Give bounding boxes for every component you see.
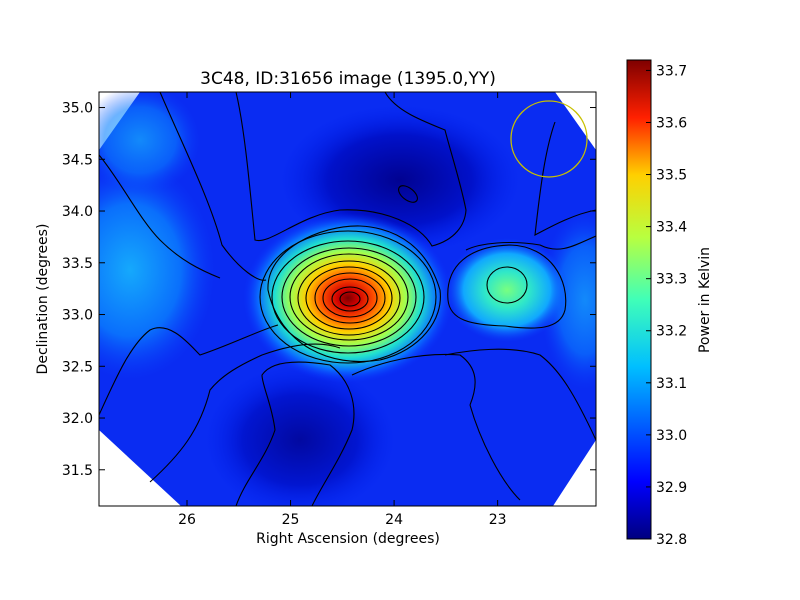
contour-main-3 — [281, 247, 417, 347]
x-tick-label: 25 — [282, 512, 300, 528]
colorbar-tick-label: 33.3 — [656, 272, 687, 288]
cyan-region-left — [99, 160, 215, 380]
y-tick-label: 32.5 — [62, 359, 93, 375]
contour-main-2 — [271, 240, 425, 354]
colorbar — [626, 59, 652, 540]
colorbar-tick-label: 33.0 — [656, 428, 687, 444]
cyan-region-right — [540, 210, 596, 390]
contour-beam-line — [534, 121, 596, 236]
contour-lines — [99, 92, 596, 506]
colorbar-tick-label: 33.7 — [656, 63, 687, 79]
y-tick-label: 34.0 — [62, 204, 93, 220]
secondary-source-glow — [445, 238, 569, 342]
colorbar-tick-label: 33.6 — [656, 115, 687, 131]
contour-left-lower — [99, 324, 279, 416]
y-tick-label: 34.5 — [62, 152, 93, 168]
contour-secondary-outer — [447, 244, 567, 329]
y-axis-ticks: 31.5 32.0 32.5 33.0 33.5 34.0 34.5 35.0 — [62, 101, 596, 479]
plot-frame — [98, 91, 597, 507]
beam-circle — [510, 100, 588, 178]
contour-main-7 — [314, 272, 386, 324]
colorbar-tick-label: 33.5 — [656, 168, 687, 184]
contour-main-4 — [289, 253, 409, 341]
contour-left-diag — [99, 154, 221, 279]
x-axis-ticks: 26 25 24 23 — [178, 92, 507, 528]
x-tick-label: 26 — [178, 512, 196, 528]
y-tick-label: 33.0 — [62, 308, 93, 324]
colorbar-tick-label: 32.9 — [656, 480, 687, 496]
contour-main-8 — [322, 278, 378, 318]
contour-main-10 — [339, 291, 361, 307]
contour-right-top — [465, 235, 596, 251]
colorbar-tick-label: 33.2 — [656, 324, 687, 340]
x-tick-label: 24 — [385, 512, 403, 528]
colorbar-tick-label: 32.8 — [656, 532, 687, 548]
contour-bottom-valley — [235, 361, 355, 506]
colorbar-ticks: 32.8 32.9 33.0 33.1 33.2 33.3 33.4 33.5 33.6 33.7 — [646, 63, 687, 548]
low-region-bottom — [205, 365, 395, 506]
contour-main-9 — [331, 286, 369, 312]
contour-main-5 — [297, 260, 401, 336]
contour-secondary-inner — [486, 266, 528, 304]
y-tick-label: 33.5 — [62, 256, 93, 272]
contour-bottom-right — [469, 404, 521, 501]
contour-main-1 — [259, 230, 437, 364]
contour-bottom-left — [149, 343, 341, 483]
main-source-glow — [243, 213, 453, 383]
contour-top-left — [159, 92, 267, 281]
chart-title: 3C48, ID:31656 image (1395.0,YY) — [200, 69, 496, 89]
contour-main-outer — [267, 225, 441, 363]
colorbar-label: Power in Kelvin — [697, 247, 713, 353]
y-tick-label: 35.0 — [62, 101, 93, 117]
heatmap-image — [99, 92, 596, 506]
colorbar-tick-label: 33.1 — [656, 376, 687, 392]
x-tick-label: 23 — [489, 512, 507, 528]
y-axis-label: Declination (degrees) — [35, 224, 51, 375]
contour-bottom-center — [351, 353, 476, 406]
colorbar-tick-label: 33.4 — [656, 220, 687, 236]
x-axis-label: Right Ascension (degrees) — [256, 531, 440, 547]
contour-top-valley — [235, 92, 467, 247]
cyan-region-topleft — [99, 92, 200, 195]
y-tick-label: 31.5 — [62, 463, 93, 479]
contour-right-lower — [444, 348, 596, 441]
contour-main-6 — [305, 266, 393, 330]
y-tick-label: 32.0 — [62, 411, 93, 427]
contour-min-top — [398, 185, 418, 203]
